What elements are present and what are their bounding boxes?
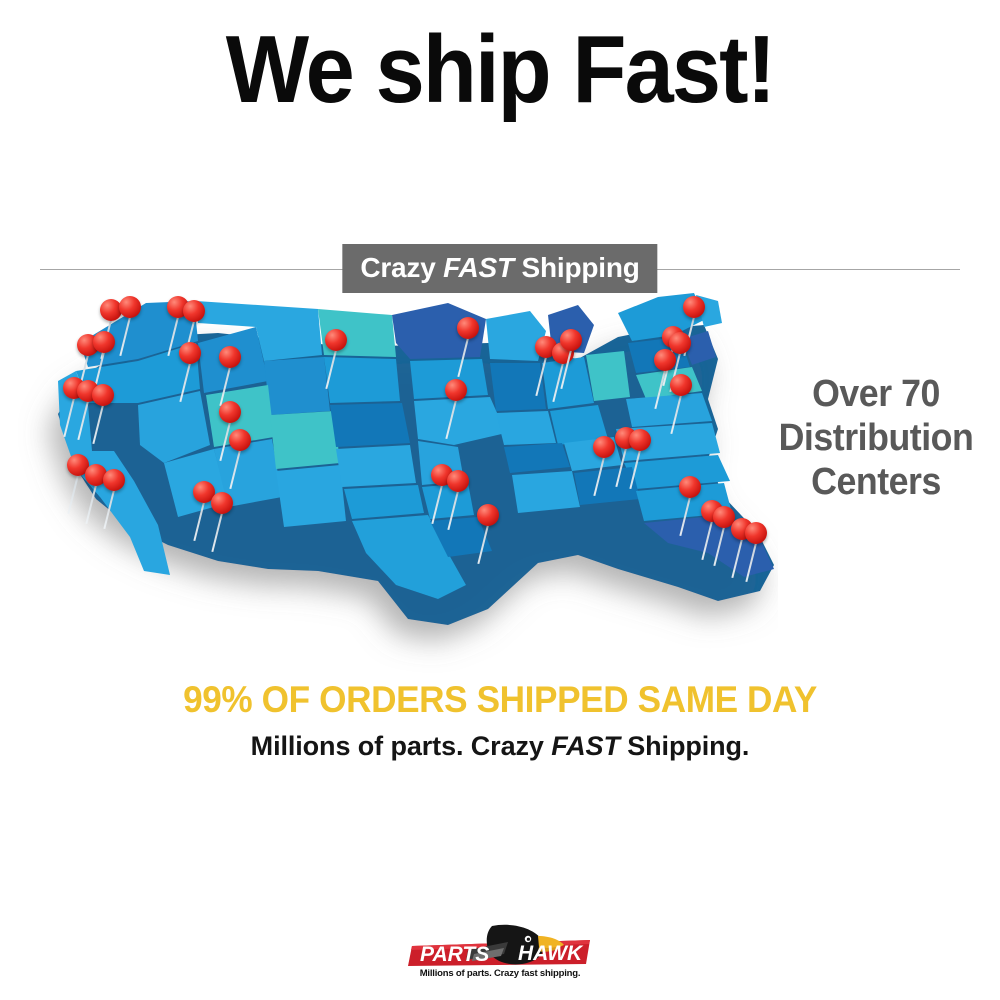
- side-text-line-1: Over 70: [812, 373, 940, 415]
- page-headline: We ship Fast!: [225, 16, 776, 123]
- hawk-head-icon: [466, 924, 564, 965]
- us-map-graphic: [58, 293, 774, 625]
- logo-word-parts: PARTS: [420, 943, 489, 966]
- banner-text-part1: Crazy: [360, 252, 444, 283]
- side-text-line-2: Distribution: [778, 417, 974, 459]
- side-text-line-3: Centers: [811, 461, 941, 503]
- parts-hawk-logo-graphic: PARTS HAWK: [408, 924, 590, 966]
- banner-text-emphasis: FAST: [443, 252, 514, 283]
- crazy-fast-shipping-banner: Crazy FAST Shipping: [342, 244, 658, 293]
- logo-tagline: Millions of parts. Crazy fast shipping.: [419, 968, 581, 979]
- same-day-shipping-callout: 99% OF ORDERS SHIPPED SAME DAY: [183, 679, 817, 720]
- us-distribution-map: [18, 285, 778, 675]
- banner-text-part2: Shipping: [513, 252, 640, 283]
- callout-sub-emphasis: FAST: [551, 731, 620, 761]
- callout-subtitle: Millions of parts. Crazy FAST Shipping.: [0, 729, 1000, 763]
- callout-sub-part1: Millions of parts. Crazy: [250, 731, 552, 761]
- divider-banner-group: Crazy FAST Shipping: [0, 244, 1000, 296]
- parts-hawk-logo[interactable]: PARTS HAWK Millions of parts. Crazy fast…: [400, 920, 600, 990]
- distribution-centers-text: Over 70 Distribution Centers: [767, 372, 985, 504]
- logo-word-hawk: HAWK: [518, 942, 584, 965]
- callout-sub-part2: Shipping.: [619, 731, 750, 761]
